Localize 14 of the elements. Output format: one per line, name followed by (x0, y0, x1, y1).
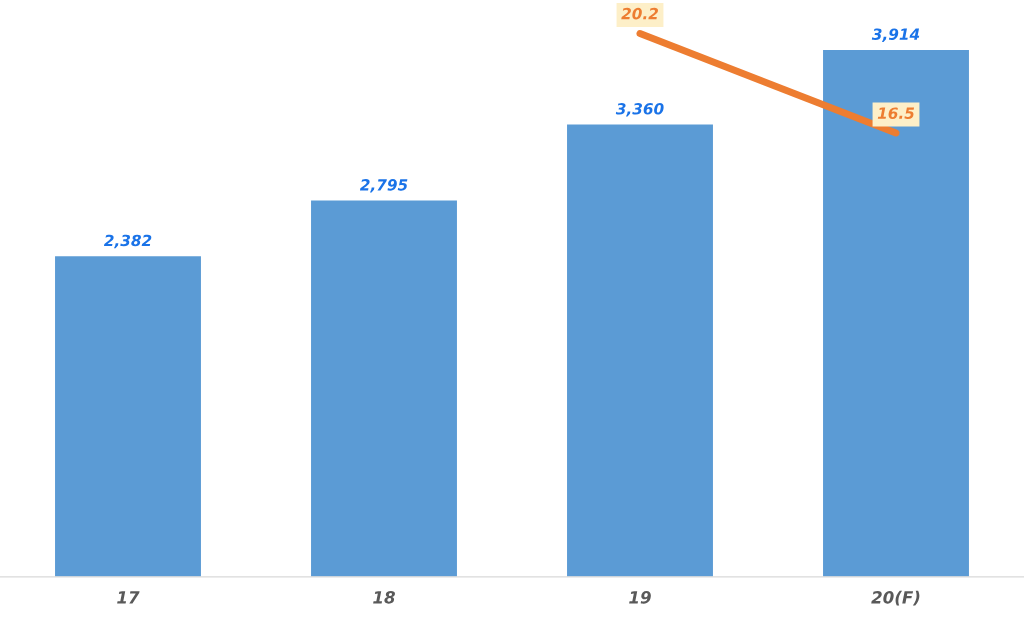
x-tick-label: 20(F) (871, 590, 920, 606)
data-label: 3,914 (871, 28, 920, 42)
bar (567, 124, 713, 577)
data-label: 16.5 (877, 107, 915, 119)
x-tick-label: 18 (373, 591, 395, 604)
data-label: 3,360 (615, 103, 664, 117)
data-label: 2,795 (359, 179, 408, 193)
x-tick-label: 17 (117, 591, 140, 604)
bar (311, 200, 457, 577)
data-label: 2,382 (103, 234, 152, 249)
bar (823, 49, 969, 577)
data-label: 20.2 (621, 7, 658, 20)
bar (55, 256, 201, 577)
x-tick-label: 19 (629, 591, 651, 604)
